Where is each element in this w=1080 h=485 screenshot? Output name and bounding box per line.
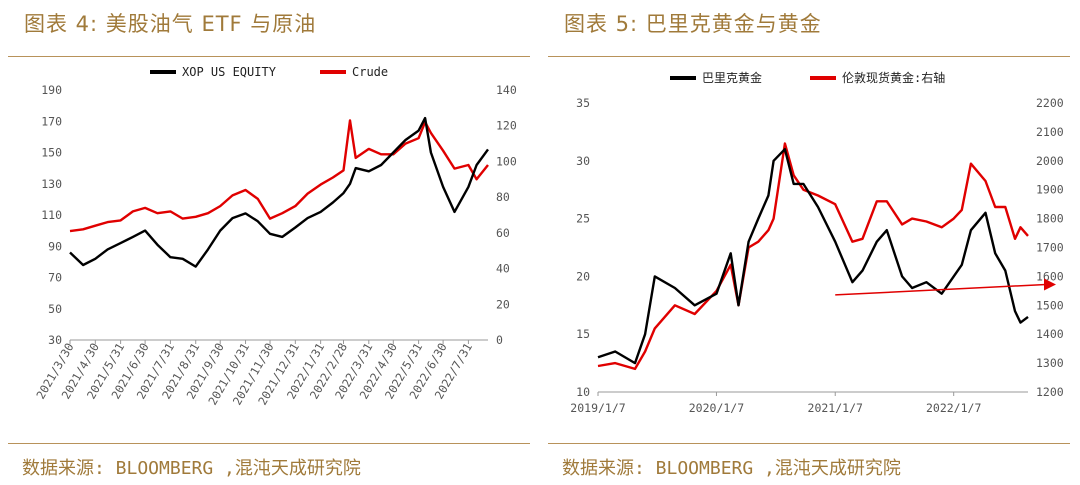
left-y-left-tick-label: 50 [48,302,62,316]
right-top-rule [548,56,1070,57]
left-chart-source: 数据来源: BLOOMBERG ,混沌天成研究院 [22,458,361,479]
right-y-right-tick-label: 2200 [1036,96,1064,110]
right-y-right-tick-label: 1200 [1036,385,1064,399]
left-y-left-tick-label: 90 [48,239,62,253]
left-y-right-tick-label: 40 [496,262,510,276]
left-y-left-tick-label: 110 [41,208,62,222]
left-y-left-tick-label: 70 [48,271,62,285]
right-legend-label-1: 伦敦现货黄金:右轴 [842,70,945,85]
left-y-right-tick-label: 60 [496,226,510,240]
right-y-right-tick-label: 2000 [1036,154,1064,168]
left-y-right-tick-label: 120 [496,119,517,133]
right-series-line-1 [597,142,1029,371]
left-y-left-tick-label: 170 [41,114,62,128]
left-y-right-tick-label: 100 [496,154,517,168]
left-bottom-rule [8,443,530,444]
left-legend-label-0: XOP US EQUITY [182,65,277,79]
right-y-right-tick-label: 1600 [1036,269,1064,283]
right-y-left-tick-label: 15 [576,327,590,341]
right-y-left-tick-label: 25 [576,212,590,226]
right-y-right-tick-label: 1500 [1036,298,1064,312]
right-y-right-tick-label: 1700 [1036,241,1064,255]
right-y-right-tick-label: 1900 [1036,183,1064,197]
right-chart-panel: 图表 5: 巴里克黄金与黄金 10 15 20 25 30 35 1200 1300 1400 1… [540,0,1070,485]
right-y-right-tick-label: 2100 [1036,125,1064,139]
right-x-tick-label: 2022/1/7 [926,401,981,415]
left-legend-label-1: Crude [352,65,388,79]
right-y-right-tick-label: 1300 [1036,356,1064,370]
left-chart-title: 图表 4: 美股油气 ETF 与原油 [24,12,317,36]
left-top-rule [8,56,530,57]
right-series-line-0 [597,147,1029,365]
right-bottom-rule [548,443,1070,444]
left-y-right-tick-label: 0 [496,333,503,347]
right-annotation-arrowhead [1044,278,1056,291]
right-y-left-tick-label: 35 [576,96,590,110]
left-y-right-tick-label: 20 [496,297,510,311]
right-x-tick-label: 2020/1/7 [689,401,744,415]
right-chart-title: 图表 5: 巴里克黄金与黄金 [564,12,822,36]
right-y-right-tick-label: 1800 [1036,212,1064,226]
left-chart-panel: 图表 4: 美股油气 ETF 与原油 30 50 70 90 110 130 150 170 1… [0,0,530,485]
right-legend-label-0: 巴里克黄金 [702,70,762,85]
left-series-line-0 [69,116,489,268]
right-y-left-tick-label: 10 [576,385,590,399]
left-chart-svg: 30 50 70 90 110 130 150 170 190 0 20 40 60 80 100 120 14… [33,65,517,407]
right-y-left-tick-label: 30 [576,154,590,168]
left-y-right-tick-label: 140 [496,83,517,97]
left-y-left-tick-label: 190 [41,83,62,97]
right-y-right-tick-label: 1400 [1036,327,1064,341]
right-x-tick-label: 2021/1/7 [808,401,863,415]
left-y-left-tick-label: 150 [41,146,62,160]
right-y-left-tick-label: 20 [576,269,590,283]
right-chart-source: 数据来源: BLOOMBERG ,混沌天成研究院 [562,458,901,479]
left-y-left-tick-label: 30 [48,333,62,347]
left-y-left-tick-label: 130 [41,177,62,191]
left-series-line-1 [69,119,489,233]
right-annotation-arrow-line [835,283,1047,296]
right-chart-svg: 10 15 20 25 30 35 1200 1300 1400 1500 1600 1700 1800… [570,70,1064,415]
left-y-right-tick-label: 80 [496,190,510,204]
right-x-tick-label: 2019/1/7 [570,401,625,415]
